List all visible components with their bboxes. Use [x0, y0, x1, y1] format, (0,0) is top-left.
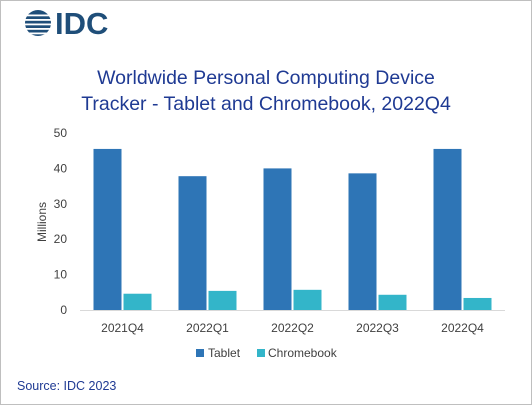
x-tick-label: 2021Q4	[101, 321, 144, 335]
bars	[93, 148, 492, 310]
x-tick-label: 2022Q1	[186, 321, 229, 335]
y-tick-label: 0	[60, 303, 67, 317]
x-tick-label: 2022Q2	[271, 321, 314, 335]
bar-tablet-2022Q4	[433, 148, 462, 310]
x-axis-ticks: 2021Q4 2022Q1 2022Q2 2022Q3 2022Q4	[101, 321, 484, 335]
x-tick-label: 2022Q3	[356, 321, 399, 335]
source-note: Source: IDC 2023	[17, 379, 116, 393]
y-tick-label: 40	[54, 161, 68, 175]
bar-tablet-2022Q3	[348, 173, 377, 310]
bar-tablet-2021Q4	[93, 148, 122, 310]
legend-swatch-chromebook	[257, 349, 265, 357]
bar-chromebook-2022Q2	[293, 289, 322, 310]
legend-label-tablet: Tablet	[208, 346, 241, 360]
y-tick-label: 30	[54, 197, 68, 211]
y-axis-ticks: 0 10 20 30 40 50	[54, 126, 68, 317]
legend-label-chromebook: Chromebook	[268, 346, 338, 360]
chart-title-line-2: Tracker - Tablet and Chromebook, 2022Q4	[81, 93, 451, 115]
bar-chromebook-2022Q4	[463, 297, 492, 310]
chart-title-line-1: Worldwide Personal Computing Device	[97, 67, 435, 89]
bar-chromebook-2022Q3	[378, 294, 407, 310]
bar-chromebook-2022Q1	[208, 290, 237, 310]
idc-logo: IDC	[24, 6, 108, 41]
x-tick-label: 2022Q4	[441, 321, 484, 335]
legend: Tablet Chromebook	[196, 346, 338, 360]
y-tick-label: 10	[54, 268, 68, 282]
idc-logo-text: IDC	[55, 6, 108, 41]
y-tick-label: 20	[54, 232, 68, 246]
y-axis-label: Millions	[35, 202, 49, 242]
bar-tablet-2022Q2	[263, 168, 292, 310]
legend-swatch-tablet	[196, 349, 204, 357]
bar-tablet-2022Q1	[178, 176, 207, 310]
bar-chromebook-2021Q4	[123, 293, 152, 310]
y-tick-label: 50	[54, 126, 68, 140]
globe-icon	[24, 10, 52, 36]
